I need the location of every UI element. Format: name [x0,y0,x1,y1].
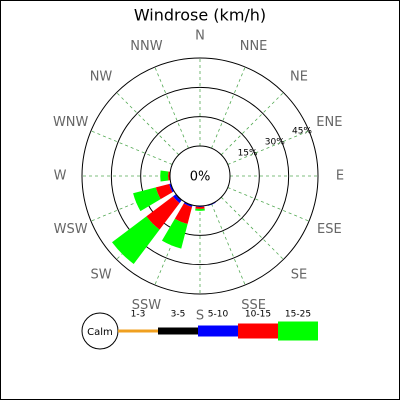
wedge [146,196,180,230]
legend-label: 1-3 [131,310,146,320]
direction-label: WNW [53,115,89,130]
radial-grid [90,130,173,165]
wedge [172,194,182,204]
radial-grid [154,66,189,149]
radial-grid [220,196,284,260]
legend-swatch [278,321,318,341]
direction-label: NE [290,70,308,85]
radial-grid [211,203,246,286]
direction-label: E [336,169,344,184]
ring-label: 30% [265,137,285,147]
ring-label: 15% [238,148,258,158]
direction-label: SE [291,267,307,282]
radial-grid [220,92,284,156]
legend-label: 3-5 [171,310,186,320]
direction-label: SSW [132,298,162,313]
wedge [161,218,188,249]
wedge [155,184,173,200]
direction-label: SSE [241,298,266,313]
wedge [160,170,169,182]
wedge [195,206,205,209]
legend-swatch [118,329,158,333]
wedge [169,183,175,193]
ring-label: 45% [292,126,312,136]
direction-label: SW [90,267,111,282]
wedge [183,201,193,207]
calm-value: 0% [190,170,211,185]
direction-label: N [195,29,205,44]
direction-label: NW [90,70,113,85]
radial-grid [227,187,310,222]
legend-swatch [238,323,278,339]
legend-label: 5-10 [208,310,229,320]
wedge [174,203,192,224]
legend-label: 15-25 [285,310,311,320]
legend-swatch [158,327,198,335]
direction-label: NNE [240,39,268,54]
direction-label: ESE [317,222,342,237]
wedge [195,208,205,211]
ring [140,116,260,236]
legend-label: 10-15 [245,310,271,320]
calm-circle [169,145,231,207]
ring [81,57,319,295]
radial-grid [227,130,310,165]
direction-label: S [196,309,204,324]
legend-calm-label: Calm [87,327,113,338]
direction-label: WSW [54,222,88,237]
radial-grid [211,66,246,149]
direction-label: ENE [316,115,342,130]
wedge [112,216,160,264]
direction-label: W [54,169,67,184]
legend-swatch [198,325,238,337]
direction-label: NNW [130,39,162,54]
radial-grid [116,92,180,156]
ring [110,86,290,266]
wedge [133,187,161,212]
chart-title: Windrose (km/h) [134,6,266,25]
